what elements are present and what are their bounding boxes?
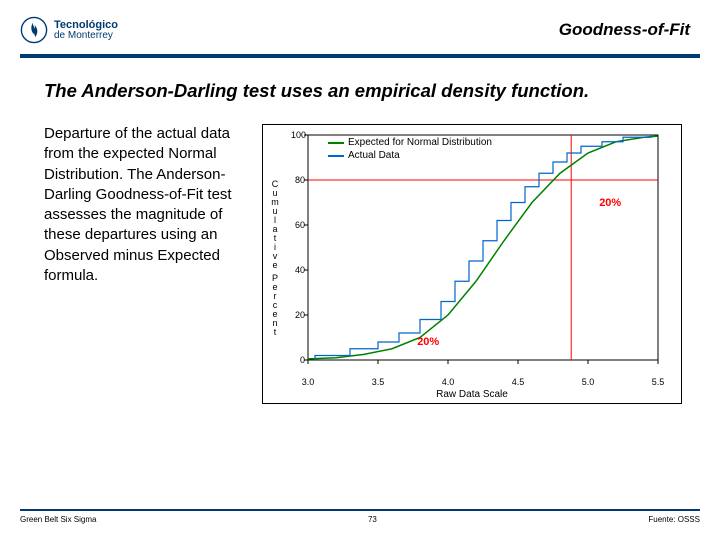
footer: Green Belt Six Sigma 73 Fuente: OSSS [20, 509, 700, 524]
chart-annotation: 20% [599, 197, 621, 209]
chart-legend: Expected for Normal Distribution Actual … [328, 137, 492, 162]
footer-left: Green Belt Six Sigma [20, 515, 96, 524]
x-tick-label: 5.0 [582, 377, 595, 387]
y-tick-label: 60 [291, 220, 305, 230]
flame-icon [20, 16, 48, 44]
y-tick-label: 80 [291, 175, 305, 185]
y-tick-label: 20 [291, 310, 305, 320]
x-tick-label: 3.0 [302, 377, 315, 387]
slide-title: Goodness-of-Fit [559, 20, 690, 40]
x-axis-label: Raw Data Scale [263, 389, 681, 400]
description-text: Departure of the actual data from the ex… [44, 124, 244, 404]
chart-canvas [263, 125, 683, 405]
legend-swatch-actual [328, 155, 344, 157]
x-tick-label: 4.5 [512, 377, 525, 387]
sub-heading: The Anderson-Darling test uses an empiri… [44, 80, 700, 102]
footer-divider [20, 509, 700, 511]
legend-label-actual: Actual Data [348, 150, 400, 163]
legend-label-expected: Expected for Normal Distribution [348, 137, 492, 150]
header-divider [20, 54, 700, 58]
y-axis-label: CumulativePercent [271, 180, 279, 337]
logo: Tecnológico de Monterrey [20, 16, 118, 44]
x-tick-label: 5.5 [652, 377, 665, 387]
footer-page-number: 73 [368, 515, 377, 524]
footer-source: Fuente: OSSS [648, 515, 700, 524]
y-tick-label: 40 [291, 265, 305, 275]
legend-item-expected: Expected for Normal Distribution [328, 137, 492, 150]
x-tick-label: 4.0 [442, 377, 455, 387]
legend-swatch-expected [328, 142, 344, 144]
legend-item-actual: Actual Data [328, 150, 492, 163]
chart-annotation: 20% [417, 336, 439, 348]
y-tick-label: 0 [291, 355, 305, 365]
cdf-chart: Expected for Normal Distribution Actual … [262, 124, 682, 404]
x-tick-label: 3.5 [372, 377, 385, 387]
logo-text-sub: de Monterrey [54, 31, 118, 41]
logo-text-top: Tecnológico [54, 20, 118, 31]
y-tick-label: 100 [291, 130, 305, 140]
